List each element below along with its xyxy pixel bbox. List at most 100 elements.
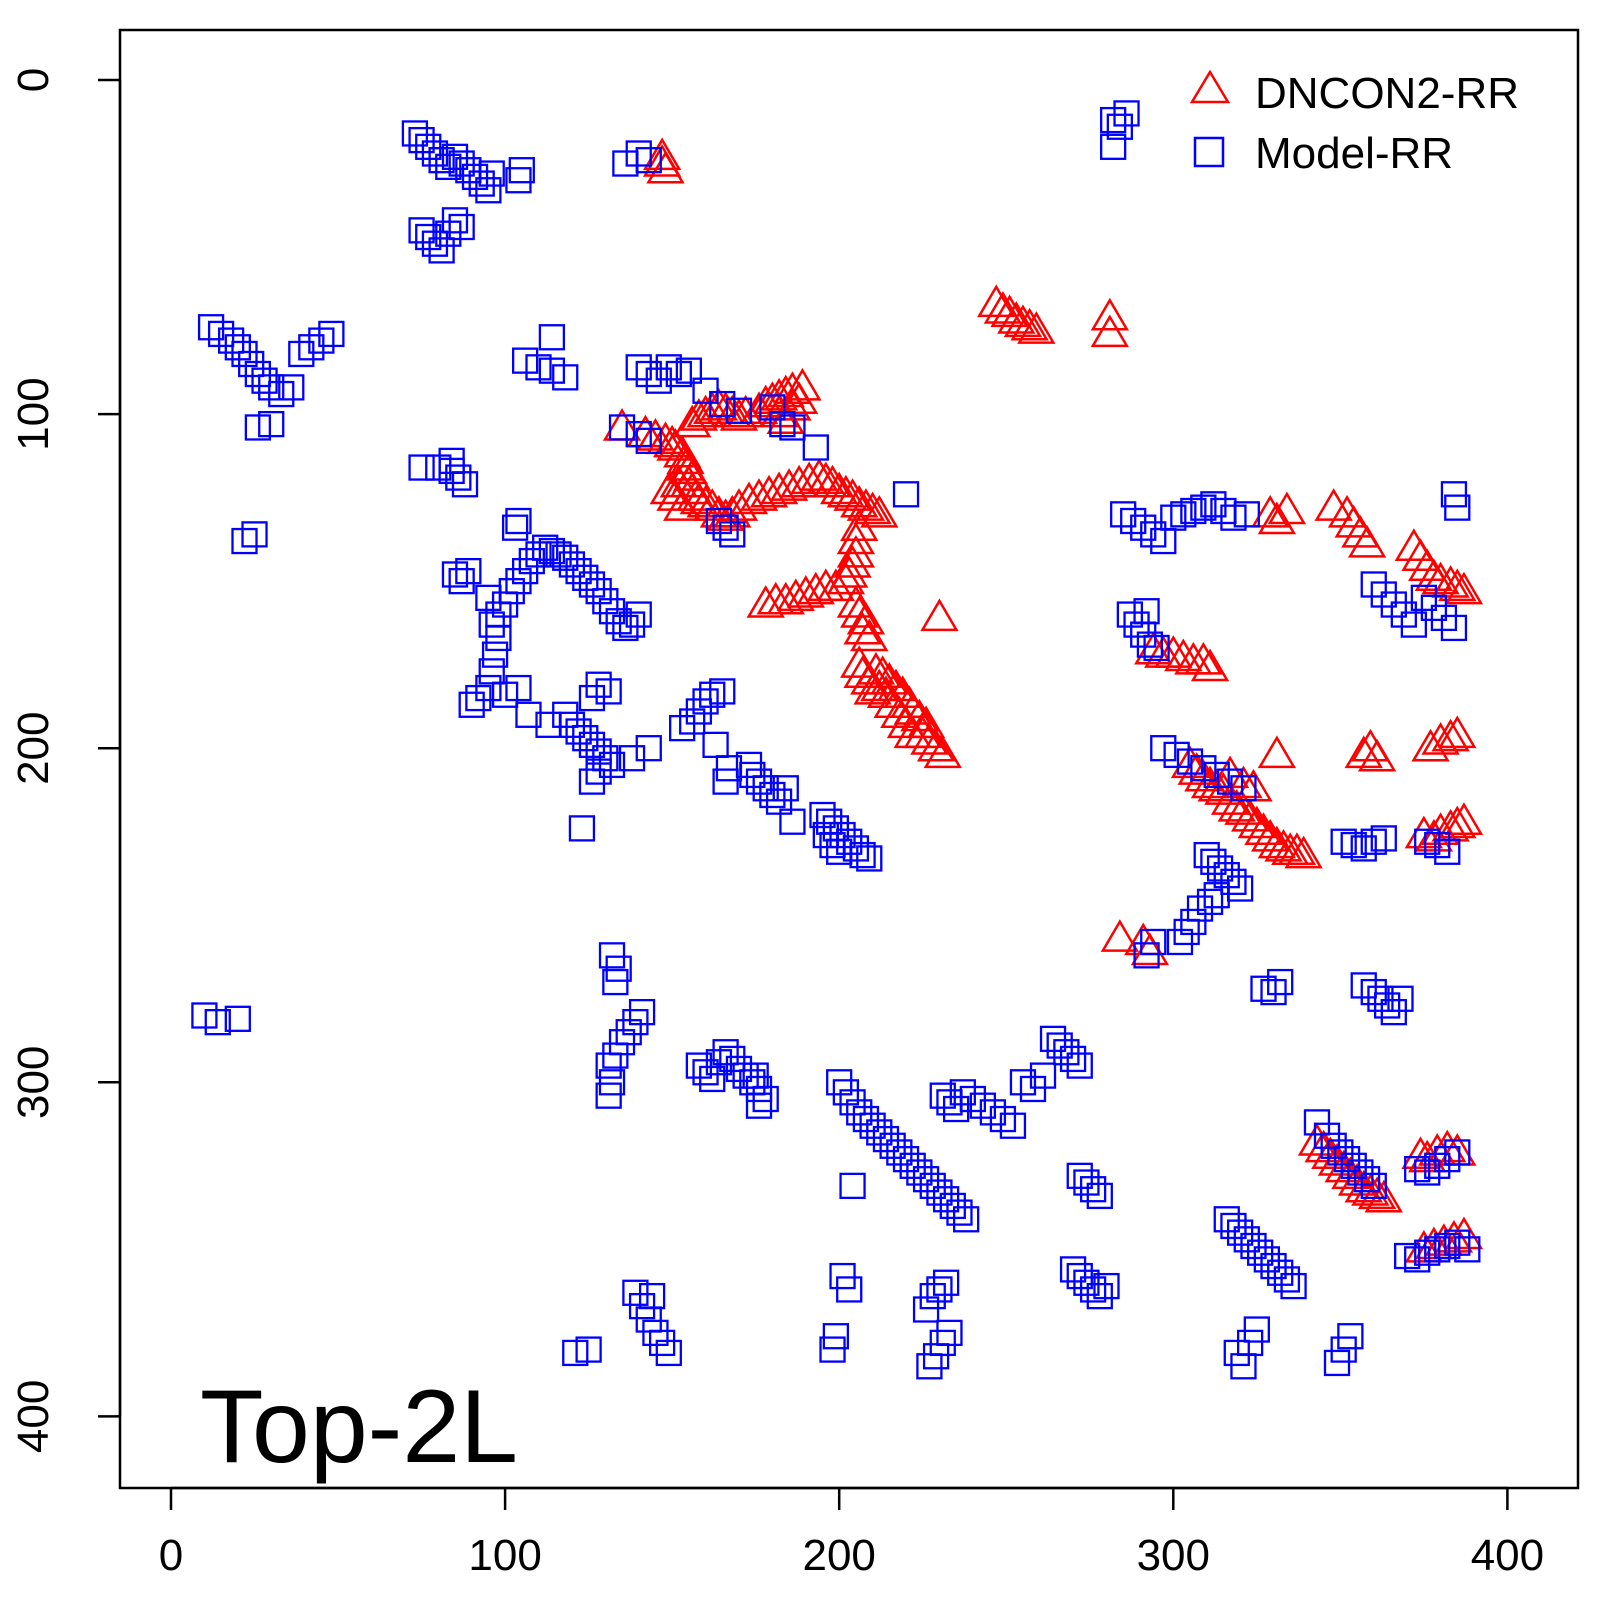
square-point	[919, 1282, 946, 1310]
square-point	[1303, 1109, 1331, 1136]
triangle-point	[1357, 738, 1397, 772]
square-point	[1200, 491, 1227, 518]
triangle-point	[786, 575, 825, 608]
square-point	[1100, 106, 1127, 134]
square-point	[545, 541, 572, 568]
triangle-point	[783, 367, 822, 401]
triangle-point	[1347, 524, 1387, 558]
square-point	[1066, 1162, 1093, 1189]
x-tick-label: 400	[1471, 1531, 1544, 1580]
triangle-point	[646, 150, 685, 184]
triangle-point	[636, 418, 675, 451]
triangle-point	[1411, 728, 1450, 762]
square-point	[505, 167, 532, 194]
triangle-point	[840, 508, 879, 541]
square-point	[505, 507, 532, 535]
square-point	[1093, 1272, 1120, 1300]
triangle-point	[1314, 488, 1353, 521]
square-point	[578, 731, 606, 759]
square-point	[642, 1319, 669, 1347]
square-point	[1424, 831, 1451, 859]
triangle-point	[1184, 641, 1223, 675]
triangle-point	[1438, 805, 1477, 839]
square-point	[1086, 1182, 1113, 1210]
square-point	[1230, 775, 1257, 802]
square-point	[491, 681, 519, 708]
square-point	[1330, 1336, 1357, 1363]
square-point	[932, 1269, 960, 1296]
square-point	[1140, 928, 1167, 956]
square-point	[819, 1336, 846, 1363]
y-tick-label: 0	[9, 68, 58, 92]
triangle-point	[806, 568, 846, 602]
square-point	[638, 1282, 666, 1310]
square-point	[475, 584, 502, 612]
square-point	[435, 153, 462, 181]
square-point	[605, 608, 632, 635]
triangle-point	[686, 484, 725, 518]
square-point	[207, 320, 235, 348]
square-point	[595, 1082, 622, 1109]
square-point	[1216, 768, 1244, 795]
triangle-point	[860, 668, 899, 702]
square-point	[441, 143, 469, 170]
square-point	[946, 1199, 973, 1226]
square-point	[1009, 1069, 1037, 1096]
triangle-point	[846, 601, 886, 635]
square-point	[1353, 1166, 1381, 1193]
square-point	[598, 942, 626, 969]
square-point	[1206, 855, 1234, 882]
triangle-point	[853, 491, 892, 525]
square-point	[879, 1132, 906, 1159]
square-point	[999, 1112, 1027, 1139]
square-point	[1176, 748, 1204, 775]
square-point	[622, 1009, 649, 1036]
square-point	[1160, 504, 1187, 531]
square-point	[1086, 1282, 1113, 1310]
square-point	[1390, 601, 1417, 628]
square-point	[515, 701, 542, 728]
triangle-point	[776, 578, 815, 612]
y-axis: 0 100 200 300 400	[9, 68, 122, 1453]
square-point	[866, 1119, 893, 1146]
square-point	[1226, 1219, 1254, 1246]
square-point	[408, 217, 435, 244]
square-point	[929, 1082, 956, 1109]
square-point	[655, 354, 682, 381]
square-point	[926, 1276, 953, 1303]
square-point	[478, 160, 505, 187]
square-point	[1404, 1156, 1431, 1183]
square-point	[628, 1292, 656, 1320]
triangle-point	[796, 571, 835, 605]
square-point	[478, 658, 505, 685]
triangle-point	[906, 705, 946, 739]
triangle-point	[679, 397, 719, 431]
square-point	[552, 701, 579, 728]
square-point	[244, 360, 272, 388]
square-point	[685, 1052, 713, 1079]
square-point	[565, 718, 592, 745]
square-point	[892, 1145, 920, 1173]
square-point	[1163, 741, 1190, 769]
square-point	[485, 624, 512, 652]
square-point	[1073, 1269, 1100, 1296]
triangle-point	[843, 655, 882, 688]
square-point	[1444, 1229, 1471, 1256]
square-point	[1434, 1145, 1461, 1173]
square-point	[939, 1192, 966, 1220]
y-tick-label: 200	[9, 711, 58, 784]
square-point	[1350, 972, 1377, 999]
square-point	[498, 578, 525, 605]
triangle-point	[1164, 638, 1203, 672]
square-point	[1360, 828, 1387, 855]
square-point	[679, 708, 706, 735]
square-point	[562, 1339, 589, 1367]
square-point	[1166, 928, 1194, 956]
square-point	[769, 410, 796, 438]
triangle-point	[1444, 571, 1484, 605]
square-point	[1273, 1266, 1301, 1293]
square-point	[508, 157, 535, 184]
square-point	[525, 541, 552, 568]
triangle-point	[990, 294, 1029, 328]
square-point	[772, 775, 799, 802]
